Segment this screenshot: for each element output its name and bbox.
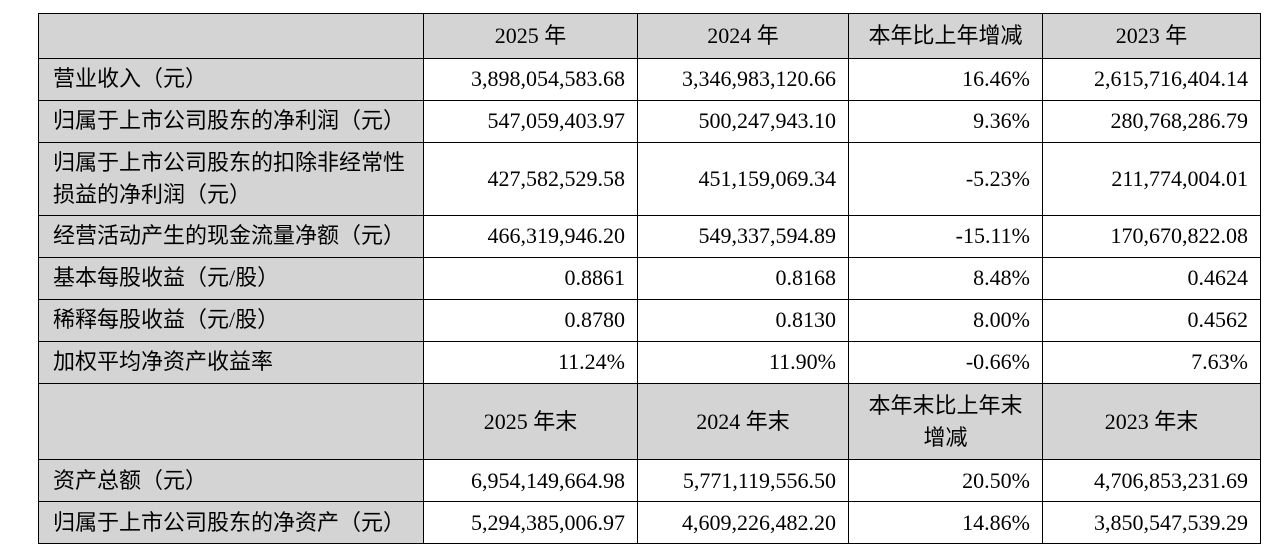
table-row: 归属于上市公司股东的扣除非经常性损益的净利润（元） 427,582,529.58 4… [38, 141, 1261, 216]
table-row: 归属于上市公司股东的净利润（元） 547,059,403.97 500,247,94… [38, 99, 1261, 143]
cell-value: 2,615,716,404.14 [1042, 57, 1261, 101]
cell-value: 0.8861 [423, 256, 638, 300]
row-label: 归属于上市公司股东的净资产（元） [38, 501, 424, 544]
header-empty-cell [38, 13, 424, 59]
cell-value: 5,771,119,556.50 [637, 459, 849, 503]
cell-value: 4,609,226,482.20 [637, 501, 849, 544]
cell-value: 500,247,943.10 [637, 99, 849, 143]
cell-value: 8.00% [848, 298, 1043, 342]
cell-value: 14.86% [848, 501, 1043, 544]
column-header: 2025 年末 [423, 382, 638, 461]
key-accounting-data-table: 2025 年 2024 年 本年比上年增减 2023 年营业收入（元） 3,898,05… [38, 13, 1261, 544]
financial-summary-table: 2025 年 2024 年 本年比上年增减 2023 年营业收入（元） 3,898,05… [38, 13, 1261, 544]
column-header-label: 2024 年末 [696, 408, 790, 434]
table-row: 加权平均净资产收益率 11.24% 11.90% -0.66% 7.63% [38, 340, 1261, 384]
row-label: 归属于上市公司股东的扣除非经常性损益的净利润（元） [38, 141, 424, 216]
cell-value: 20.50% [848, 459, 1043, 503]
table-row: 营业收入（元） 3,898,054,583.68 3,346,983,120.66 1… [38, 57, 1261, 101]
table-row: 归属于上市公司股东的净资产（元） 5,294,385,006.97 4,609,22… [38, 501, 1261, 544]
cell-value: -5.23% [848, 141, 1043, 216]
table-row: 经营活动产生的现金流量净额（元） 466,319,946.20 549,337,59… [38, 214, 1261, 258]
table-header-row: 2025 年末 2024 年末 本年末比上年末增减 2023 年末 [38, 382, 1261, 461]
cell-value: 6,954,149,664.98 [423, 459, 638, 503]
column-header-label: 本年末比上年末增减 [868, 392, 1023, 450]
column-header: 本年比上年增减 [848, 13, 1043, 59]
cell-value: -15.11% [848, 214, 1043, 258]
table-row: 稀释每股收益（元/股） 0.8780 0.8130 8.00% 0.4562 [38, 298, 1261, 342]
header-empty-cell [38, 382, 424, 461]
cell-value: -0.66% [848, 340, 1043, 384]
column-header-label: 2025 年末 [483, 408, 578, 434]
cell-value: 280,768,286.79 [1042, 99, 1261, 143]
cell-value: 9.36% [848, 99, 1043, 143]
column-header: 2024 年末 [637, 382, 849, 461]
column-header-label: 2024 年 [707, 23, 779, 48]
row-label: 稀释每股收益（元/股） [38, 298, 424, 342]
table-row: 基本每股收益（元/股） 0.8861 0.8168 8.48% 0.4624 [38, 256, 1261, 300]
cell-value: 0.4624 [1042, 256, 1261, 300]
cell-value: 547,059,403.97 [423, 99, 638, 143]
cell-value: 170,670,822.08 [1042, 214, 1261, 258]
financial-table-body: 2025 年 2024 年 本年比上年增减 2023 年营业收入（元） 3,898,05… [38, 13, 1261, 544]
row-label: 基本每股收益（元/股） [38, 256, 424, 300]
cell-value: 3,850,547,539.29 [1042, 501, 1261, 544]
cell-value: 549,337,594.89 [637, 214, 849, 258]
cell-value: 16.46% [848, 57, 1043, 101]
cell-value: 4,706,853,231.69 [1042, 459, 1261, 503]
cell-value: 7.63% [1042, 340, 1261, 384]
cell-value: 0.4562 [1042, 298, 1261, 342]
cell-value: 451,159,069.34 [637, 141, 849, 216]
cell-value: 427,582,529.58 [423, 141, 638, 216]
cell-value: 466,319,946.20 [423, 214, 638, 258]
row-label: 营业收入（元） [38, 57, 424, 101]
cell-value: 211,774,004.01 [1042, 141, 1261, 216]
column-header-label: 2023 年 [1115, 23, 1188, 48]
row-label: 经营活动产生的现金流量净额（元） [38, 214, 424, 258]
column-header: 2023 年末 [1042, 382, 1261, 461]
column-header: 2025 年 [423, 13, 638, 59]
table-row: 资产总额（元） 6,954,149,664.98 5,771,119,556.50 2… [38, 459, 1261, 503]
cell-value: 0.8780 [423, 298, 638, 342]
table-header-row: 2025 年 2024 年 本年比上年增减 2023 年 [38, 13, 1261, 59]
row-label: 归属于上市公司股东的净利润（元） [38, 99, 424, 143]
cell-value: 8.48% [848, 256, 1043, 300]
column-header: 本年末比上年末增减 [848, 382, 1043, 461]
column-header-label: 2023 年末 [1104, 408, 1199, 434]
cell-value: 0.8168 [637, 256, 849, 300]
cell-value: 3,898,054,583.68 [423, 57, 638, 101]
cell-value: 0.8130 [637, 298, 849, 342]
row-label: 资产总额（元） [38, 459, 424, 503]
cell-value: 11.90% [637, 340, 849, 384]
cell-value: 11.24% [423, 340, 638, 384]
row-label: 加权平均净资产收益率 [38, 340, 424, 384]
cell-value: 3,346,983,120.66 [637, 57, 849, 101]
column-header-label: 2025 年 [494, 23, 567, 48]
cell-value: 5,294,385,006.97 [423, 501, 638, 544]
column-header-label: 本年比上年增减 [868, 23, 1023, 48]
column-header: 2023 年 [1042, 13, 1261, 59]
column-header: 2024 年 [637, 13, 849, 59]
